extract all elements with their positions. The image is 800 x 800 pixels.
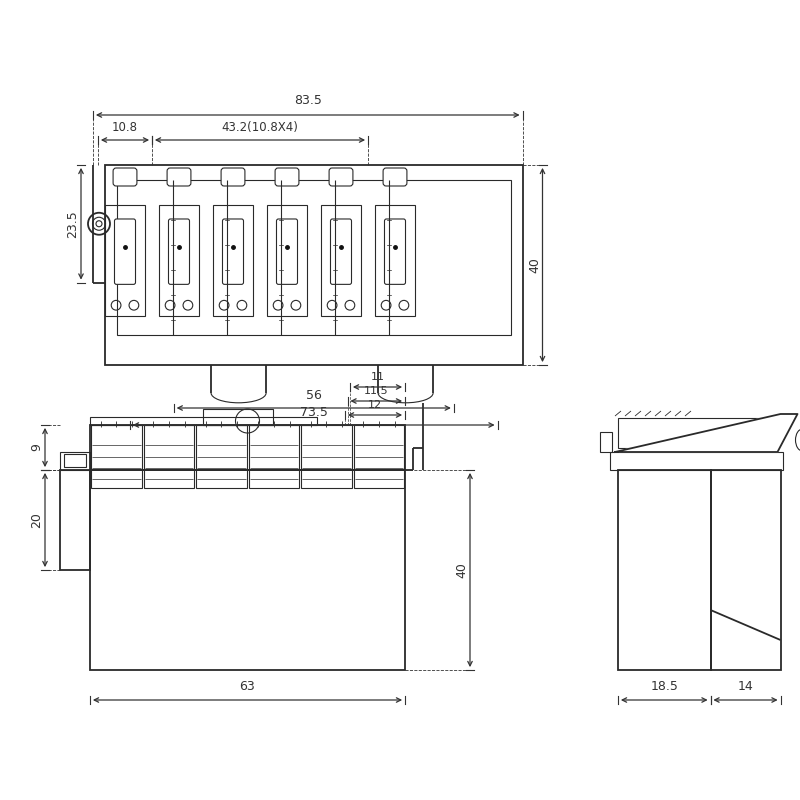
FancyBboxPatch shape — [114, 219, 135, 284]
Text: 83.5: 83.5 — [294, 94, 322, 107]
Text: 40: 40 — [455, 562, 469, 578]
Text: 10.8: 10.8 — [112, 121, 138, 134]
Polygon shape — [615, 414, 798, 452]
Bar — [60, 470, 90, 570]
Bar — [374, 205, 415, 316]
Bar — [610, 452, 782, 470]
Bar — [105, 205, 146, 316]
Bar — [354, 425, 404, 488]
Text: 11: 11 — [370, 372, 385, 382]
Text: 23.5: 23.5 — [66, 210, 79, 238]
Text: 63: 63 — [240, 680, 255, 693]
Bar — [600, 432, 612, 452]
FancyBboxPatch shape — [221, 168, 245, 186]
FancyBboxPatch shape — [222, 219, 243, 284]
Bar — [60, 452, 90, 470]
Bar — [249, 425, 299, 488]
Bar — [710, 470, 781, 670]
Bar — [321, 205, 362, 316]
Text: 73.5: 73.5 — [300, 406, 328, 419]
Bar — [117, 180, 510, 335]
Bar — [618, 418, 766, 448]
FancyBboxPatch shape — [169, 219, 190, 284]
Bar — [90, 425, 405, 470]
Text: 11.5: 11.5 — [364, 386, 389, 396]
Bar — [196, 425, 246, 488]
Bar — [64, 454, 86, 467]
Text: 9: 9 — [30, 443, 43, 451]
FancyBboxPatch shape — [383, 168, 407, 186]
FancyBboxPatch shape — [330, 219, 351, 284]
Bar — [213, 205, 254, 316]
Text: 56: 56 — [306, 389, 322, 402]
Text: 14: 14 — [738, 680, 754, 693]
Bar — [266, 205, 307, 316]
FancyBboxPatch shape — [277, 219, 298, 284]
Text: 18.5: 18.5 — [650, 680, 678, 693]
Bar — [203, 409, 273, 425]
Text: 43.2(10.8X4): 43.2(10.8X4) — [222, 121, 298, 134]
Bar — [301, 425, 351, 488]
FancyBboxPatch shape — [167, 168, 191, 186]
Bar — [618, 470, 710, 670]
Text: 12: 12 — [368, 400, 382, 410]
Bar — [105, 165, 522, 365]
FancyBboxPatch shape — [385, 219, 406, 284]
Bar — [90, 417, 317, 425]
Bar — [90, 470, 405, 670]
Text: 40: 40 — [528, 257, 541, 273]
FancyBboxPatch shape — [275, 168, 299, 186]
Text: 20: 20 — [30, 512, 43, 528]
Bar — [91, 425, 142, 488]
Bar — [143, 425, 194, 488]
FancyBboxPatch shape — [113, 168, 137, 186]
Bar — [158, 205, 199, 316]
FancyBboxPatch shape — [329, 168, 353, 186]
